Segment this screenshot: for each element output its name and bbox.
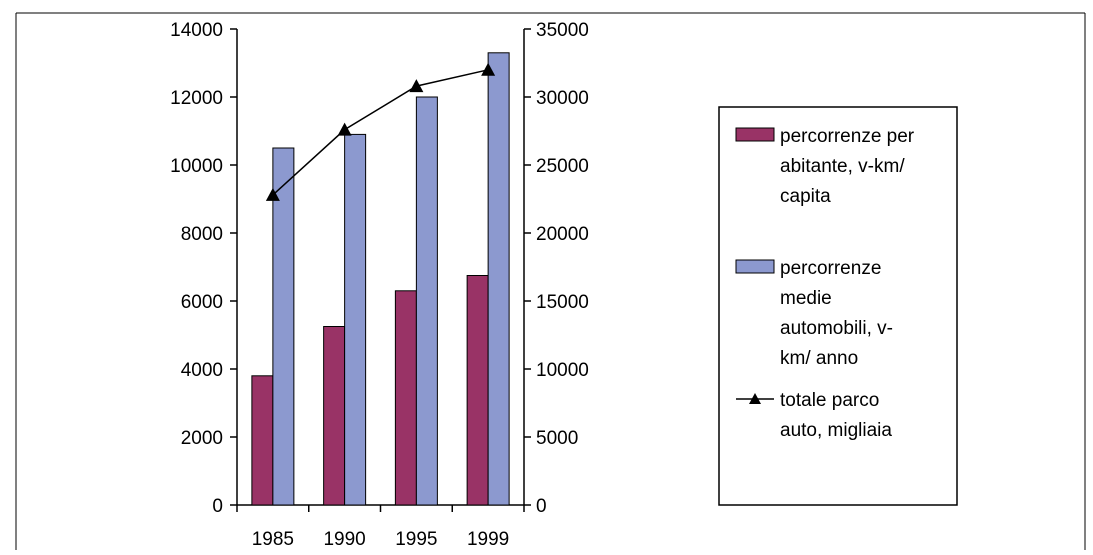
legend-swatch-marker — [749, 393, 761, 404]
line-point-marker — [481, 62, 496, 76]
x-tick-label: 1990 — [323, 529, 365, 550]
bar-per-abitante — [323, 326, 346, 506]
legend-label-line: automobili, v- — [780, 318, 893, 339]
bar-medie-automobili — [415, 96, 438, 506]
bars — [251, 52, 510, 506]
y-left-tick-label: 12000 — [170, 88, 223, 109]
legend-label-line: percorrenze per — [780, 126, 915, 147]
y-right-tick-label: 0 — [536, 496, 547, 517]
legend-label-line: percorrenze — [780, 258, 881, 279]
legend-label-line: totale parco — [780, 390, 879, 411]
line-point-marker — [337, 122, 352, 136]
bar-medie-automobili — [344, 133, 367, 506]
y-right-tick-label: 20000 — [536, 224, 589, 245]
line-point-marker — [265, 187, 280, 201]
legend-label-line: abitante, v-km/ — [780, 156, 905, 177]
y-left-tick-label: 14000 — [170, 20, 223, 41]
bar-per-abitante — [394, 290, 417, 506]
x-tick-label: 1985 — [252, 529, 294, 550]
legend: percorrenze per abitante, v-km/capita perc… — [718, 106, 958, 506]
y-right-tick-label: 35000 — [536, 20, 589, 41]
y-left-tick-label: 6000 — [181, 292, 223, 313]
x-tick-label: 1995 — [395, 529, 437, 550]
y-right-tick-label: 5000 — [536, 428, 578, 449]
legend-label-line: auto, migliaia — [780, 420, 892, 441]
bar-per-abitante — [251, 375, 274, 506]
legend-box — [718, 106, 958, 506]
bar-medie-automobili — [272, 147, 295, 506]
y-left-tick-label: 4000 — [181, 360, 223, 381]
y-left-tick-label: 0 — [212, 496, 223, 517]
legend-label-line: km/ anno — [780, 348, 858, 369]
y-right-tick-label: 30000 — [536, 88, 589, 109]
legend-label-line: capita — [780, 186, 831, 207]
y-left-tick-label: 2000 — [181, 428, 223, 449]
legend-label-line: medie — [780, 288, 832, 309]
tick-labels: 0 2000 4000 6000 8000 10000 12000 14000 0 5000 100… — [170, 20, 589, 550]
y-right-tick-label: 15000 — [536, 292, 589, 313]
chart-border — [15, 12, 1086, 550]
bar-medie-automobili — [487, 52, 510, 506]
y-right-tick-label: 25000 — [536, 156, 589, 177]
bar-per-abitante — [466, 275, 489, 506]
y-left-tick-label: 10000 — [170, 156, 223, 177]
line-series — [265, 62, 496, 201]
legend-swatch-medie-automobili — [735, 259, 775, 274]
y-left-tick-label: 8000 — [181, 224, 223, 245]
y-right-tick-label: 10000 — [536, 360, 589, 381]
x-tick-label: 1999 — [467, 529, 509, 550]
line-point-marker — [409, 79, 424, 93]
line-totale-parco-auto — [272, 69, 489, 196]
legend-swatch-per-abitante — [735, 127, 775, 142]
